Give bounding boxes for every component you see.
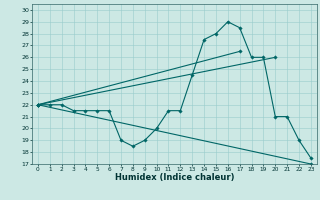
X-axis label: Humidex (Indice chaleur): Humidex (Indice chaleur) <box>115 173 234 182</box>
